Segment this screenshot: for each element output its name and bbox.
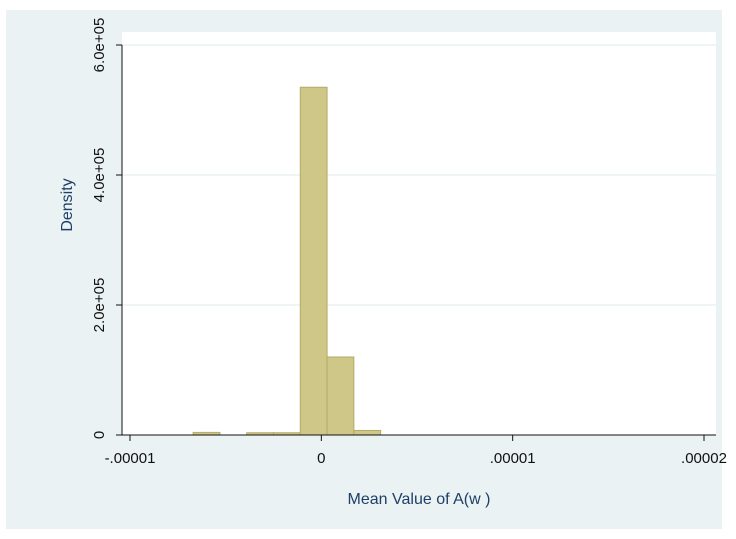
histogram-bar bbox=[353, 429, 382, 436]
x-tick-label: 0 bbox=[317, 450, 325, 467]
x-axis-ticks: -.00001 0 .00001 .00002 bbox=[105, 435, 727, 467]
y-tick-label: 4.0e+05 bbox=[91, 148, 108, 203]
histogram-bar bbox=[299, 86, 328, 436]
x-axis-title: Mean Value of A(w ) bbox=[348, 491, 491, 508]
histogram-bar bbox=[326, 356, 355, 436]
y-axis-title: Density bbox=[59, 178, 76, 231]
x-tick-label: -.00001 bbox=[105, 450, 156, 467]
y-tick-label: 2.0e+05 bbox=[91, 278, 108, 333]
x-tick-label: .00002 bbox=[681, 450, 727, 467]
plot-area bbox=[122, 32, 716, 435]
y-tick-label: 0 bbox=[91, 431, 108, 439]
grid-lines bbox=[122, 44, 716, 306]
y-axis-ticks: 0 2.0e+05 4.0e+05 6.0e+05 bbox=[91, 18, 122, 439]
x-tick-label: .00001 bbox=[490, 450, 536, 467]
histogram-bars bbox=[192, 86, 382, 436]
y-tick-label: 6.0e+05 bbox=[91, 18, 108, 73]
